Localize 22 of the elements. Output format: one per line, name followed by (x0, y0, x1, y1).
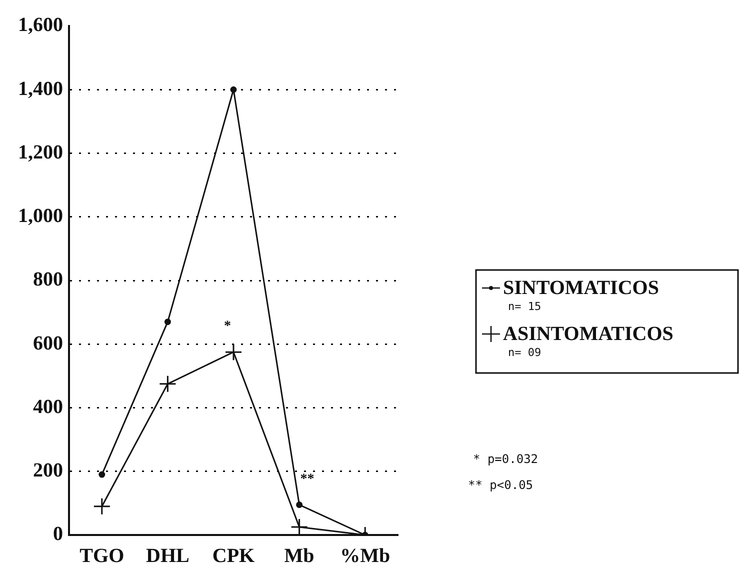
x-tick-label: Mb (284, 545, 314, 568)
text: * p=0.032 (473, 452, 538, 466)
y-tick-label: 1,000 (18, 205, 63, 228)
y-tick-label: 800 (33, 268, 63, 291)
x-tick-label: %Mb (340, 545, 390, 568)
text: n= 15 (508, 300, 542, 313)
y-tick-label: 600 (33, 332, 63, 354)
text: ** p<0.05 (468, 478, 534, 492)
annotation: * (224, 319, 231, 334)
legend-label: SINTOMATICOS (503, 277, 659, 299)
y-tick-label: 200 (33, 460, 63, 482)
y-tick-label: 1,600 (18, 14, 63, 36)
text: n= 09 (508, 346, 542, 359)
legend-label: ASINTOMATICOS (503, 323, 674, 345)
x-tick-label: DHL (146, 545, 190, 568)
y-tick-label: 0 (53, 523, 63, 546)
y-tick-label: 1,200 (18, 141, 63, 164)
annotation: ** (300, 472, 314, 487)
y-tick-label: 1,400 (18, 78, 63, 100)
x-tick-label: CPK (212, 545, 256, 568)
y-tick-label: 400 (33, 396, 63, 418)
x-tick-label: TGO (80, 545, 124, 568)
